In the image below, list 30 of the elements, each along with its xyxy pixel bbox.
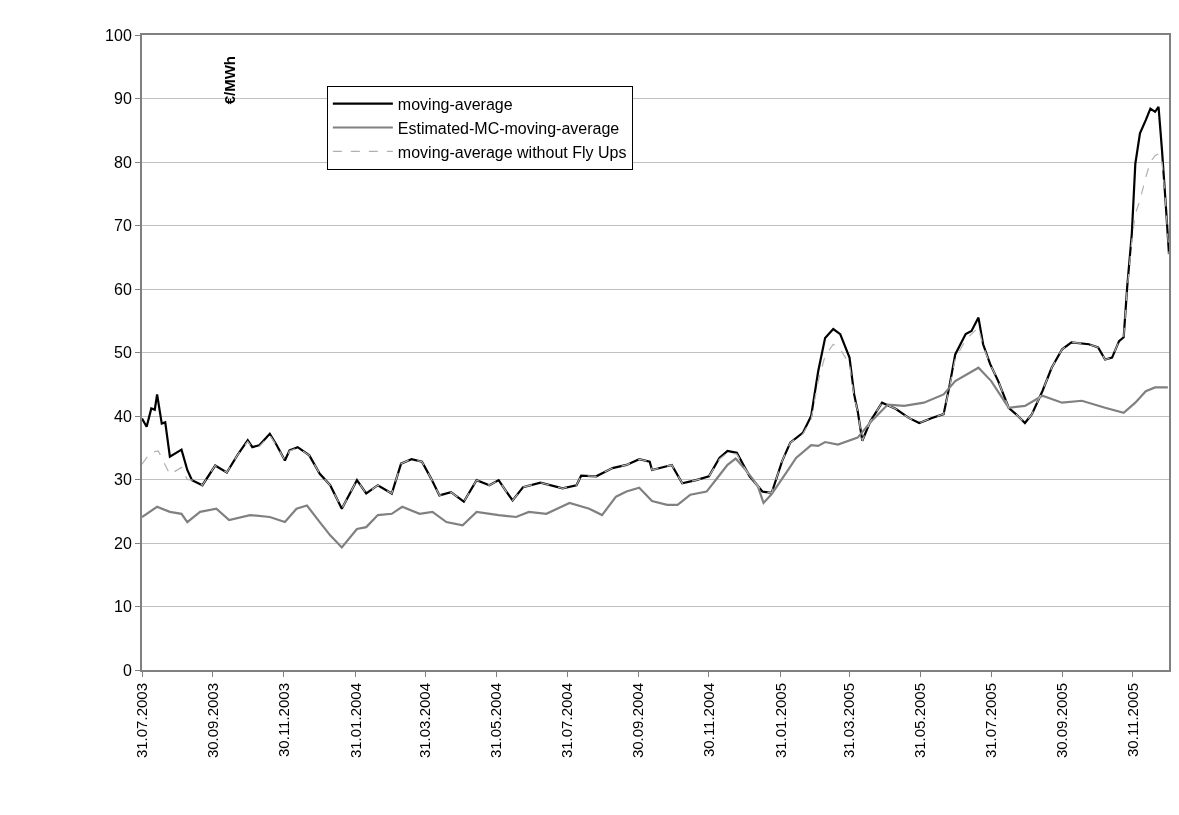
x-tick-label: 30.11.2003 <box>274 683 292 757</box>
x-tick-label: 30.09.2005 <box>1052 683 1070 759</box>
y-tick-label: 20 <box>114 534 132 552</box>
y-tick-label: 80 <box>114 153 132 171</box>
x-tick-label: 31.03.2005 <box>840 683 858 759</box>
x-tick-label: 30.09.2004 <box>628 683 646 759</box>
x-tick-label: 31.07.2005 <box>982 683 1000 759</box>
y-axis-title: €/MWh <box>221 56 239 105</box>
x-tick-label: 31.01.2005 <box>771 683 789 759</box>
y-tick-label: 10 <box>114 598 132 616</box>
y-tick-label: 60 <box>114 280 132 298</box>
y-tick-label: 100 <box>105 26 132 44</box>
y-tick-label: 70 <box>114 217 132 235</box>
x-tick-label: 31.05.2004 <box>487 683 505 759</box>
y-tick-label: 90 <box>114 90 132 108</box>
legend-label: moving-average <box>397 95 513 113</box>
legend-label: Estimated-MC-moving-average <box>397 119 620 137</box>
x-tick-label: 31.05.2005 <box>911 683 929 759</box>
y-tick-label: 0 <box>122 661 132 679</box>
y-tick-label: 50 <box>114 344 132 362</box>
x-tick-label: 31.07.2003 <box>132 683 150 759</box>
x-tick-label: 30.11.2005 <box>1123 683 1141 757</box>
legend-label: moving-average without Fly Ups <box>397 143 627 161</box>
x-tick-label: 31.01.2004 <box>346 683 364 759</box>
x-tick-label: 31.07.2004 <box>558 683 576 759</box>
y-tick-label: 40 <box>114 407 132 425</box>
x-tick-label: 31.03.2004 <box>416 683 434 759</box>
y-tick-label: 30 <box>114 471 132 489</box>
x-tick-label: 30.09.2003 <box>203 683 221 759</box>
x-tick-label: 30.11.2004 <box>699 683 717 757</box>
